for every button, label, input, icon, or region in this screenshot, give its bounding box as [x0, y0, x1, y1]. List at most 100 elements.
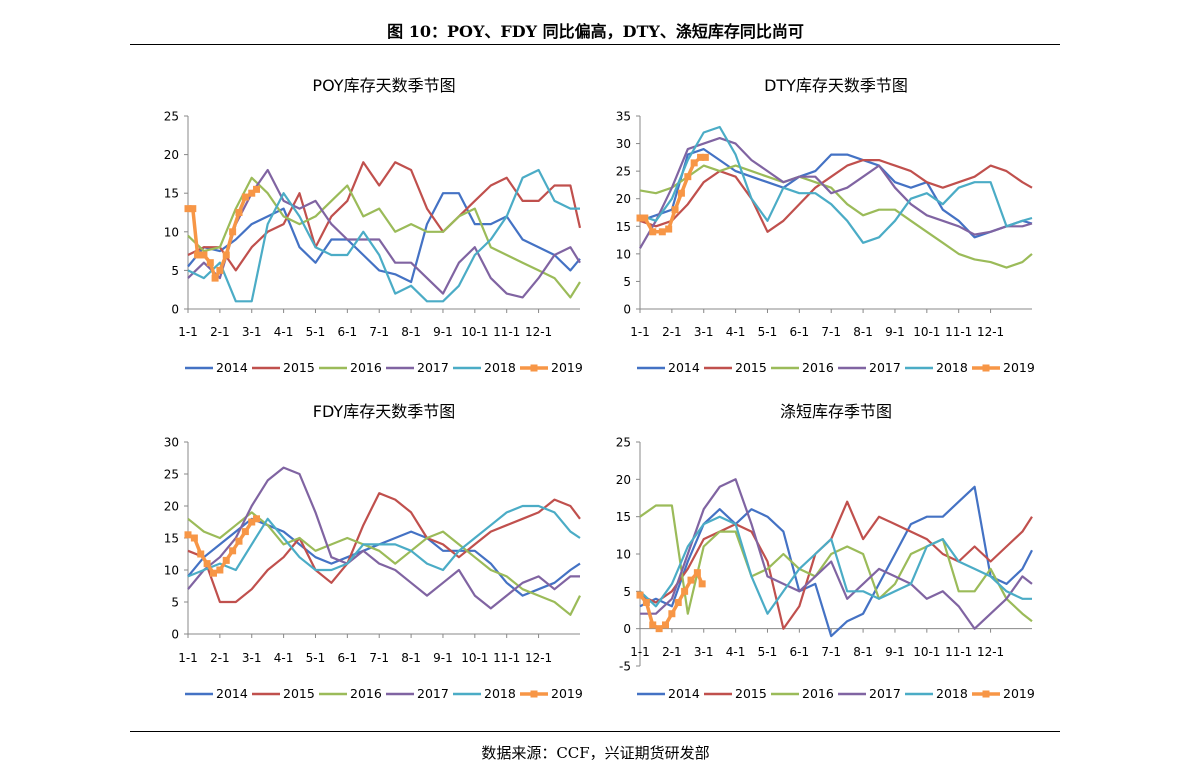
- poy-legend-label-2019: 2019: [551, 360, 583, 375]
- psf-x-tick-label: 3-1: [694, 645, 714, 659]
- dty-marker-2019: [641, 214, 649, 222]
- dty-x-tick-label: 6-1: [790, 325, 810, 339]
- dty-marker-2019: [690, 159, 698, 167]
- poy-series-2015: [187, 161, 582, 272]
- top-rule: [130, 44, 1060, 45]
- fdy-x-tick-label: 5-1: [306, 651, 326, 665]
- poy-marker-2019: [184, 205, 192, 213]
- poy-y-tick-label: 10: [164, 225, 179, 239]
- psf-legend-label-2019: 2019: [1003, 686, 1035, 701]
- fdy-series-2018: [187, 504, 581, 578]
- dty-marker-2019: [684, 173, 692, 181]
- fdy-x-tick-label: 7-1: [369, 651, 389, 665]
- poy-legend-label-2016: 2016: [350, 360, 382, 375]
- poy-y-tick-label: 20: [164, 148, 179, 162]
- poy-x-tick-label: 12-1: [525, 325, 552, 339]
- psf-marker-2019: [649, 621, 657, 629]
- poy-x-tick-label: 5-1: [306, 325, 326, 339]
- dty-x-tick-label: 5-1: [758, 325, 778, 339]
- fdy-legend-label-2016: 2016: [350, 686, 382, 701]
- fdy-y-tick-label: 10: [164, 564, 179, 578]
- fdy-x-tick-label: 4-1: [274, 651, 294, 665]
- fdy-marker-2019: [190, 534, 198, 542]
- dty-marker-2019: [636, 214, 644, 222]
- poy-x-tick-label: 3-1: [242, 325, 262, 339]
- poy-marker-2019: [222, 251, 230, 259]
- dty-legend-label-2014: 2014: [668, 360, 700, 375]
- psf-marker-2019: [655, 625, 663, 633]
- dty-marker-2019: [665, 225, 673, 233]
- psf-x-tick-label: 1-1: [630, 645, 650, 659]
- dty-series-2014: [639, 148, 1033, 239]
- fdy-marker-2019: [248, 518, 256, 526]
- fdy-x-tick-label: 2-1: [210, 651, 230, 665]
- poy-x-tick-label: 10-1: [461, 325, 488, 339]
- dty-legend-label-2016: 2016: [802, 360, 834, 375]
- fdy-series-2016: [187, 511, 581, 616]
- dty-y-tick-label: 25: [616, 165, 631, 179]
- poy-x-tick-label: 6-1: [338, 325, 358, 339]
- psf-series-2015: [639, 500, 1033, 630]
- psf-x-tick-label: 11-1: [945, 645, 972, 659]
- dty-x-tick-label: 4-1: [726, 325, 746, 339]
- dty-series-2015: [639, 159, 1033, 233]
- poy-y-tick-label: 5: [171, 264, 179, 278]
- poy-legend-label-2018: 2018: [484, 360, 516, 375]
- psf-x-tick-label: 10-1: [913, 645, 940, 659]
- fdy-legend-label-2014: 2014: [216, 686, 248, 701]
- poy-marker-2019: [200, 251, 208, 259]
- psf-marker-2019: [698, 580, 706, 588]
- psf-y-tick-label: 20: [616, 473, 631, 487]
- poy-x-tick-label: 11-1: [493, 325, 520, 339]
- poy-marker-2019: [194, 251, 202, 259]
- fdy-x-tick-label: 8-1: [401, 651, 421, 665]
- fdy-legend-label-2019: 2019: [551, 686, 583, 701]
- poy-x-tick-label: 9-1: [433, 325, 453, 339]
- poy-marker-2019: [206, 259, 214, 267]
- poy-x-tick-label: 2-1: [210, 325, 230, 339]
- dty-series-2018: [639, 125, 1033, 244]
- fdy-marker-2019: [184, 531, 192, 539]
- psf-x-tick-label: 5-1: [758, 645, 778, 659]
- poy-series-2018: [187, 168, 580, 303]
- psf-y-tick-label: 25: [616, 436, 631, 450]
- fdy-x-tick-label: 10-1: [461, 651, 488, 665]
- psf-marker-2019: [687, 576, 695, 584]
- psf-marker-2019: [681, 587, 689, 595]
- fdy-legend-label-2015: 2015: [283, 686, 315, 701]
- dty-legend-label-2015: 2015: [735, 360, 767, 375]
- psf-x-tick-label: 2-1: [662, 645, 682, 659]
- psf-legend-label-2015: 2015: [735, 686, 767, 701]
- poy-legend-label-2015: 2015: [283, 360, 315, 375]
- dty-x-tick-label: 7-1: [821, 325, 841, 339]
- fdy-marker-2019: [209, 569, 217, 577]
- dty-x-tick-label: 8-1: [853, 325, 873, 339]
- fdy-y-tick-label: 15: [164, 532, 179, 546]
- fdy-y-tick-label: 30: [164, 436, 179, 450]
- poy-y-tick-label: 0: [171, 303, 179, 317]
- psf-x-tick-label: 8-1: [853, 645, 873, 659]
- poy-marker-2019: [253, 185, 261, 193]
- fdy-marker-2019: [235, 537, 243, 545]
- psf-legend-label-2017: 2017: [869, 686, 901, 701]
- psf-marker-2019: [668, 610, 676, 618]
- fdy-series-2015: [187, 492, 581, 604]
- psf-title: 涤短库存季节图: [780, 402, 892, 421]
- fdy-marker-2019: [216, 566, 224, 574]
- psf-x-tick-label: 6-1: [790, 645, 810, 659]
- fdy-title: FDY库存天数季节图: [313, 402, 455, 421]
- fdy-x-tick-label: 6-1: [338, 651, 358, 665]
- poy-y-tick-label: 25: [164, 110, 179, 124]
- poy-x-tick-label: 8-1: [401, 325, 421, 339]
- fdy-x-tick-label: 12-1: [525, 651, 552, 665]
- dty-series-2016: [639, 164, 1033, 269]
- figure-title: 图 10：POY、FDY 同比偏高，DTY、涤短库存同比尚可: [387, 22, 804, 41]
- psf-marker-2019: [636, 591, 644, 599]
- dty-series-2017: [639, 137, 1033, 249]
- psf-series-2014: [639, 485, 1033, 638]
- fdy-x-tick-label: 9-1: [433, 651, 453, 665]
- fdy-legend-marker-2019: [530, 690, 538, 698]
- poy-marker-2019: [216, 266, 224, 274]
